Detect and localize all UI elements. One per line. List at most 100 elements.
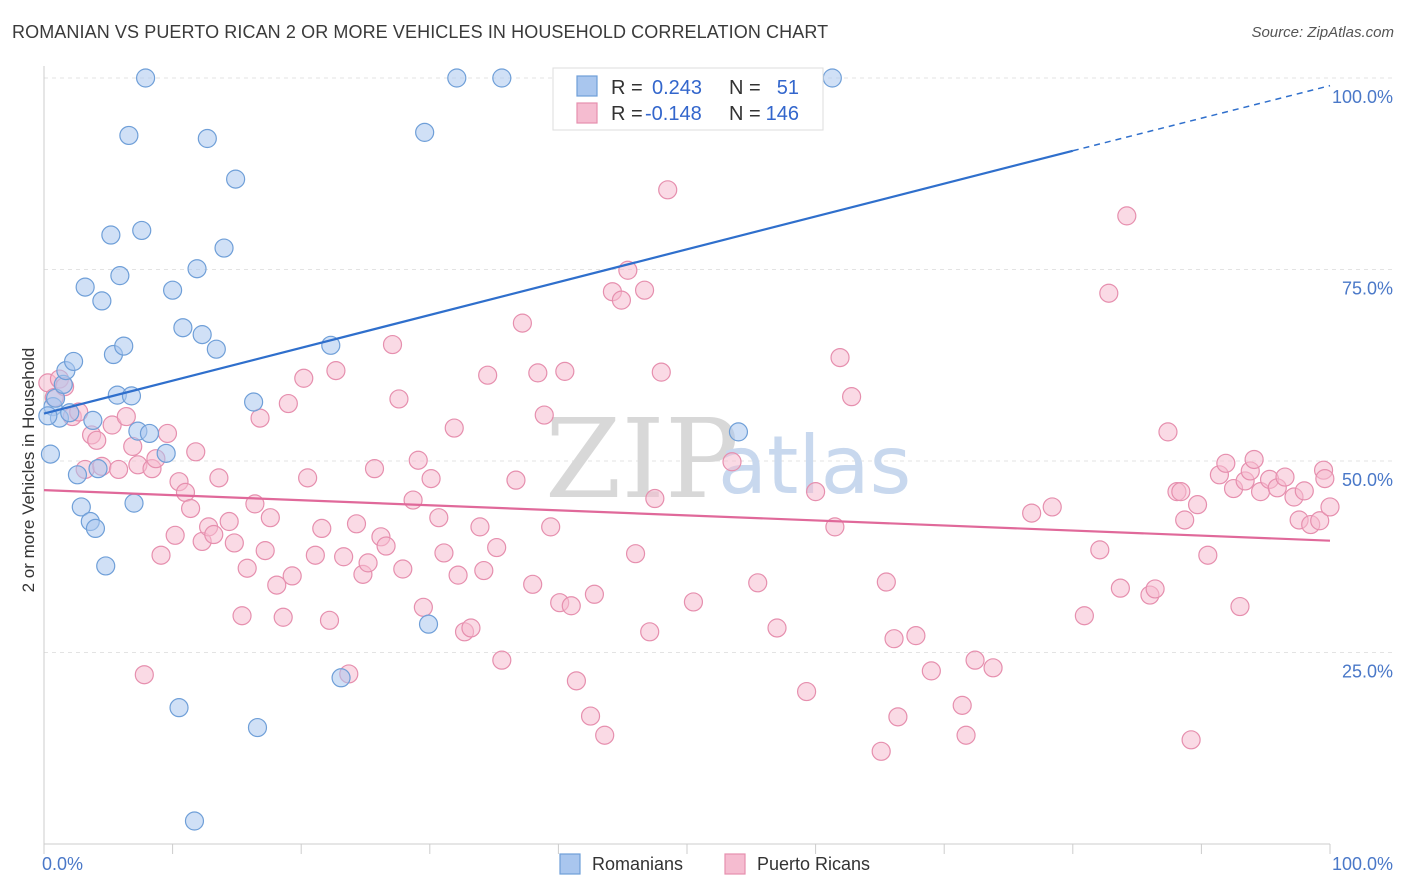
romanian-points — [38, 68, 842, 831]
romanian-point — [114, 336, 134, 356]
puerto-rican-point — [1022, 503, 1042, 523]
puerto-rican-point — [474, 560, 494, 581]
puerto-rican-point — [326, 361, 346, 381]
puerto-rican-point — [186, 442, 206, 462]
romanian-point — [206, 339, 226, 359]
romanian-point — [85, 518, 106, 539]
romanian-point — [447, 68, 467, 88]
puerto-rican-point — [108, 459, 129, 480]
bottom-legend-romanians: Romanians — [592, 854, 683, 874]
bottom-legend-puerto-ricans: Puerto Ricans — [757, 854, 870, 874]
romanian-point — [184, 811, 205, 831]
puerto-rican-point — [461, 618, 481, 638]
puerto-rican-point — [267, 575, 287, 595]
puerto-rican-point — [584, 584, 605, 604]
puerto-rican-point — [523, 574, 543, 594]
puerto-rican-point — [1310, 511, 1330, 531]
puerto-rican-point — [487, 537, 507, 558]
romanian-point — [822, 68, 842, 88]
puerto-rican-point — [1175, 510, 1195, 530]
puerto-rican-point — [408, 450, 428, 470]
legend-n-label: N = — [729, 77, 761, 99]
bottom-legend-swatch-romanians — [559, 853, 581, 875]
puerto-rican-point — [561, 596, 581, 616]
puerto-rican-point — [871, 741, 891, 761]
romanian-point — [214, 238, 234, 258]
bottom-legend: Romanians Puerto Ricans — [559, 853, 870, 875]
puerto-rican-point — [956, 725, 976, 745]
puerto-rican-point — [393, 559, 413, 579]
puerto-rican-point — [965, 650, 985, 670]
puerto-rican-point — [1171, 482, 1191, 502]
puerto-rican-point — [376, 536, 396, 556]
x-tick-label: 100.0% — [1332, 854, 1393, 874]
puerto-rican-point — [541, 517, 561, 537]
puerto-rican-point — [364, 459, 385, 479]
puerto-rican-point — [528, 363, 548, 383]
puerto-rican-point — [273, 607, 293, 627]
bottom-legend-swatch-puerto-ricans — [724, 853, 746, 875]
legend-r-value: 0.243 — [652, 77, 702, 99]
puerto-rican-point — [421, 469, 441, 489]
puerto-rican-point — [448, 565, 468, 585]
legend-n-value: 51 — [777, 77, 799, 99]
puerto-rican-point — [767, 618, 787, 638]
puerto-rican-point — [506, 470, 526, 490]
puerto-rican-point — [305, 545, 325, 565]
puerto-rican-point — [611, 290, 632, 310]
puerto-rican-point — [294, 368, 314, 388]
puerto-rican-point — [683, 592, 704, 612]
puerto-rican-point — [876, 572, 896, 592]
puerto-rican-point — [237, 558, 257, 578]
watermark-zip: ZIP — [545, 395, 739, 523]
puerto-rican-point — [434, 543, 454, 563]
puerto-rican-point — [921, 661, 941, 681]
romanian-point — [247, 717, 268, 738]
puerto-rican-point — [512, 313, 532, 333]
puerto-rican-point — [1320, 497, 1340, 517]
puerto-rican-point — [842, 387, 862, 407]
puerto-rican-point — [165, 525, 185, 545]
puerto-rican-point — [640, 622, 660, 642]
puerto-rican-point — [260, 508, 280, 528]
romanian-point — [418, 614, 439, 634]
romanian-point — [244, 392, 264, 412]
legend-n-label: N = — [729, 103, 761, 125]
puerto-rican-point — [255, 541, 275, 561]
romanian-point — [83, 410, 103, 431]
romanian-point — [728, 422, 749, 442]
romanian-trend-extension — [1072, 84, 1331, 152]
puerto-rican-point — [102, 415, 122, 435]
x-tick-label: 0.0% — [42, 854, 83, 874]
puerto-rican-point — [134, 665, 154, 685]
y-tick-labels: 25.0% 50.0% 75.0% 100.0% — [1332, 87, 1393, 682]
puerto-rican-point — [625, 544, 646, 564]
legend-swatch-romanians — [576, 75, 598, 97]
romanian-point — [169, 698, 189, 718]
puerto-rican-point — [444, 418, 464, 438]
y-tick-label: 75.0% — [1342, 279, 1393, 299]
puerto-rican-point — [1294, 481, 1314, 501]
puerto-rican-point — [151, 545, 171, 565]
puerto-rican-point — [1230, 596, 1250, 617]
puerto-rican-point — [658, 180, 678, 200]
puerto-rican-point — [645, 488, 665, 509]
romanian-point — [139, 423, 160, 444]
puerto-rican-point — [282, 566, 302, 586]
puerto-rican-points — [38, 180, 1340, 761]
puerto-rican-point — [389, 389, 409, 409]
legend-n-value: 146 — [766, 103, 799, 125]
puerto-rican-point — [298, 468, 318, 488]
puerto-rican-point — [382, 334, 403, 355]
romanian-point — [192, 325, 212, 345]
puerto-rican-point — [1158, 422, 1178, 442]
puerto-rican-point — [796, 681, 817, 702]
y-tick-label: 100.0% — [1332, 87, 1393, 107]
source-label: Source: ZipAtlas.com — [1251, 24, 1394, 41]
legend-box: R = 0.243 N = 51 R = -0.148 N = 146 — [552, 67, 824, 131]
puerto-rican-point — [346, 514, 367, 534]
legend-swatch-puerto-ricans — [576, 102, 598, 124]
puerto-rican-point — [1216, 453, 1236, 473]
trend-lines — [43, 84, 1331, 542]
romanian-point — [71, 497, 91, 517]
